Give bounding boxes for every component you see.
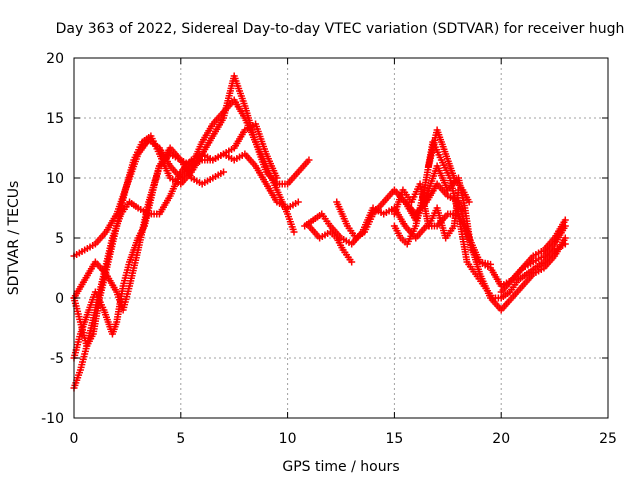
data-point xyxy=(220,168,228,176)
data-point xyxy=(561,240,569,248)
x-axis-label: GPS time / hours xyxy=(282,459,399,475)
x-tick-label: 15 xyxy=(385,431,403,447)
chart-title: Day 363 of 2022, Sidereal Day-to-day VTE… xyxy=(56,21,625,37)
data-point xyxy=(561,216,569,224)
series-track-11 xyxy=(390,180,462,242)
y-tick-label: 15 xyxy=(46,111,64,127)
series-track-6 xyxy=(305,222,356,266)
y-tick-label: 0 xyxy=(55,291,64,307)
series-track-2 xyxy=(70,72,313,350)
series-track-5 xyxy=(70,144,228,314)
data-point xyxy=(561,222,569,230)
data-point xyxy=(487,260,495,268)
data-point xyxy=(561,234,569,242)
data-point xyxy=(273,174,281,182)
series-track-12 xyxy=(425,126,473,206)
series-track-4 xyxy=(70,120,281,362)
x-tick-label: 10 xyxy=(279,431,297,447)
axis-ticks xyxy=(73,57,609,419)
y-axis-label: SDTVAR / TECUs xyxy=(6,181,22,296)
data-point xyxy=(294,198,302,206)
y-tick-label: 5 xyxy=(55,231,64,247)
x-tick-labels: 0 5 10 15 20 25 xyxy=(70,431,617,447)
series-track-13 xyxy=(497,222,569,296)
x-tick-label: 0 xyxy=(70,431,79,447)
data-points xyxy=(70,72,569,392)
data-point xyxy=(305,156,313,164)
series-track-3 xyxy=(70,150,302,392)
y-tick-label: -10 xyxy=(41,411,64,427)
data-point xyxy=(348,258,356,266)
y-tick-label: 10 xyxy=(46,171,64,187)
data-point xyxy=(290,228,298,236)
x-tick-label: 5 xyxy=(176,431,185,447)
x-tick-label: 25 xyxy=(599,431,617,447)
y-tick-labels: -10 -5 0 5 10 15 20 xyxy=(41,51,64,427)
y-tick-label: -5 xyxy=(50,351,64,367)
y-tick-label: 20 xyxy=(46,51,64,67)
x-tick-label: 20 xyxy=(492,431,510,447)
data-point xyxy=(465,198,473,206)
